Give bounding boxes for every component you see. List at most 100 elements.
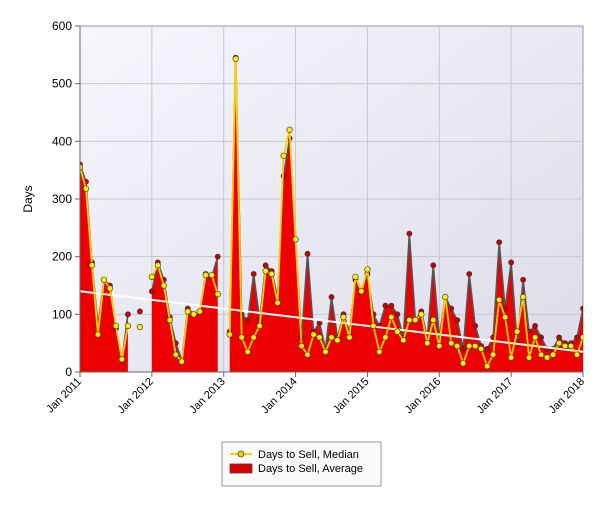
median-point xyxy=(352,273,359,281)
median-point xyxy=(304,351,311,358)
average-area xyxy=(151,256,218,372)
average-point xyxy=(125,311,131,318)
x-tick-label: Jan 2017 xyxy=(475,376,515,416)
median-point xyxy=(118,356,126,363)
y-tick-label: 100 xyxy=(52,307,72,321)
average-point xyxy=(148,288,155,295)
median-point xyxy=(513,328,521,335)
median-point xyxy=(484,363,491,370)
median-point xyxy=(148,273,156,281)
median-point xyxy=(400,337,407,344)
median-point xyxy=(525,354,533,361)
median-point xyxy=(286,126,293,133)
median-point xyxy=(160,282,167,289)
median-point xyxy=(88,262,96,269)
median-point xyxy=(172,351,179,358)
average-point xyxy=(214,253,221,260)
average-point xyxy=(496,239,503,246)
average-point xyxy=(430,262,437,269)
y-tick-label: 0 xyxy=(65,365,72,379)
legend: Days to Sell, Median Days to Sell, Avera… xyxy=(221,441,382,487)
median-point xyxy=(190,311,197,318)
legend-item-median: Days to Sell, Median xyxy=(230,449,359,461)
median-point xyxy=(250,334,257,341)
x-tick-label: Jan 2018 xyxy=(547,376,587,416)
x-axis: Jan 2011 Jan 2012 Jan 2013 Jan 2014 Jan 2015… xyxy=(44,371,587,416)
median-point xyxy=(80,164,84,171)
median-point xyxy=(196,308,203,315)
median-point xyxy=(460,360,467,367)
plot-layer xyxy=(80,54,583,372)
average-point xyxy=(532,322,538,329)
y-tick-label: 400 xyxy=(52,134,72,148)
median-point xyxy=(328,334,335,341)
median-point xyxy=(502,314,509,321)
median-line xyxy=(228,57,583,368)
median-point xyxy=(268,270,275,278)
average-point xyxy=(388,302,395,309)
median-point xyxy=(519,293,527,301)
median-point xyxy=(154,262,161,269)
median-point xyxy=(418,311,425,318)
median-point xyxy=(136,323,144,331)
average-point xyxy=(460,346,467,352)
legend-median-marker xyxy=(237,450,245,458)
average-point xyxy=(328,294,335,300)
median-point xyxy=(208,271,215,279)
median-point xyxy=(394,328,401,335)
legend-median-label: Days to Sell, Median xyxy=(258,449,359,461)
average-point xyxy=(136,308,143,315)
median-point xyxy=(262,267,269,275)
median-point xyxy=(310,331,317,338)
average-area xyxy=(229,57,583,372)
median-point xyxy=(370,322,377,330)
average-point xyxy=(556,334,562,341)
average-point xyxy=(394,311,401,318)
median-point xyxy=(454,342,461,350)
y-tick-label: 500 xyxy=(52,77,72,91)
median-point xyxy=(478,345,485,353)
median-point xyxy=(561,342,569,350)
median-point xyxy=(82,185,90,192)
average-point xyxy=(304,250,311,257)
average-point xyxy=(250,271,257,277)
legend-average-swatch xyxy=(229,463,253,474)
median-point xyxy=(555,340,563,347)
average-point xyxy=(538,334,544,341)
x-tick-label: Jan 2014 xyxy=(259,376,299,416)
median-point xyxy=(376,348,383,355)
median-point xyxy=(292,236,299,243)
median-point xyxy=(340,314,347,321)
median-point xyxy=(472,342,479,350)
y-tick-label: 200 xyxy=(52,250,72,264)
median-point xyxy=(412,316,419,324)
median-point xyxy=(106,285,114,292)
x-tick-label: Jan 2011 xyxy=(44,376,84,416)
median-point xyxy=(573,351,581,358)
median-point xyxy=(537,351,545,358)
average-point xyxy=(472,322,479,329)
average-point xyxy=(382,302,389,309)
y-tick-label: 300 xyxy=(52,192,72,206)
median-point xyxy=(346,334,353,341)
trendline xyxy=(80,290,583,353)
median-point xyxy=(496,296,503,304)
y-tick-label: 600 xyxy=(52,19,72,33)
median-point xyxy=(424,340,431,347)
median-point xyxy=(94,331,102,338)
median-point xyxy=(214,291,221,298)
average-point xyxy=(520,276,527,283)
median-point xyxy=(178,358,185,365)
median-point xyxy=(579,334,583,341)
median-point xyxy=(232,55,239,63)
median-point xyxy=(166,316,173,324)
median-point xyxy=(567,342,575,350)
median-point xyxy=(298,342,305,350)
x-tick-label: Jan 2015 xyxy=(331,376,371,416)
median-point xyxy=(507,354,515,361)
average-point xyxy=(406,230,413,237)
median-point xyxy=(364,266,371,273)
average-outline xyxy=(228,57,583,350)
median-point xyxy=(226,331,233,338)
